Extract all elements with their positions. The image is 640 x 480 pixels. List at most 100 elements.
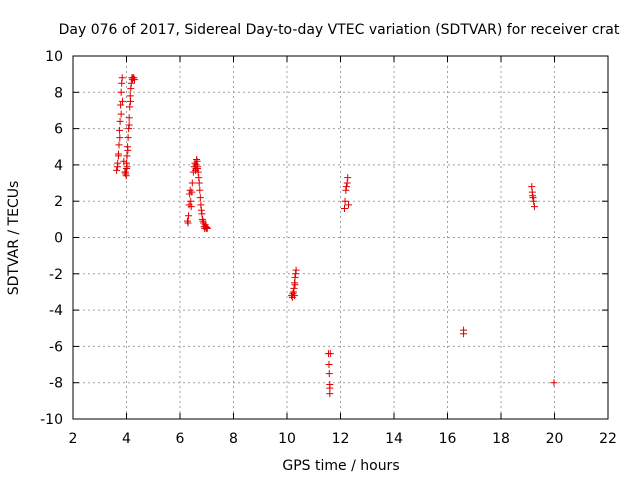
data-point [326,350,334,358]
data-point [341,197,349,205]
data-point [193,165,201,173]
data-point [290,284,298,292]
data-point [188,179,196,187]
data-point [123,152,131,160]
data-point [118,79,126,87]
data-point [188,188,196,196]
data-point [290,292,298,300]
data-point [292,266,300,274]
y-tick-label: 8 [54,85,63,101]
data-point [530,197,538,205]
data-point [125,114,133,122]
y-tick-label: -10 [40,412,63,428]
data-point [124,146,132,154]
data-point [195,179,203,187]
data-point [344,174,352,182]
data-point [186,186,194,194]
data-point [200,219,208,227]
data-point [342,183,350,191]
data-point [341,204,349,212]
data-point [123,163,131,171]
y-tick-label: -4 [49,303,63,319]
data-point [197,201,205,209]
data-point [203,224,211,232]
data-point [118,97,126,105]
data-point [113,163,121,171]
data-point [117,110,125,118]
data-point [127,85,135,93]
data-point [197,206,205,214]
data-point [117,101,125,109]
data-point [199,217,207,225]
x-tick-label: 20 [546,431,564,447]
data-point [127,97,135,105]
x-tick-label: 22 [599,431,617,447]
data-point [187,197,195,205]
x-tick-label: 2 [69,431,78,447]
data-point [529,192,537,200]
data-point [115,141,123,149]
data-point [530,203,538,211]
data-point [183,217,191,225]
y-axis-label: SDTVAR / TECUs [6,181,22,296]
data-point [122,172,130,180]
y-tick-label: 6 [54,122,63,138]
data-point [113,166,121,174]
data-point [291,281,299,289]
data-point [194,168,202,176]
x-tick-label: 6 [176,431,185,447]
plot-area [72,55,609,420]
data-point [196,186,204,194]
data-point [460,330,468,338]
y-tick-label: 0 [54,231,63,247]
data-point [198,210,206,218]
data-point [121,168,129,176]
y-tick-label: -2 [49,267,63,283]
data-point [123,159,130,167]
data-point [114,150,122,158]
data-point [125,121,133,129]
x-tick-label: 4 [122,431,131,447]
data-point [289,288,297,296]
data-point [127,79,135,87]
data-point [325,370,333,378]
x-tick-label: 12 [332,431,350,447]
data-point [528,183,536,191]
ticks: 2 4 6 8 10 12 14 16 18 20 22 -10 -8 -6 -4 -2 0 2 4 6 8 10 [40,49,617,447]
data-point [125,125,133,133]
data-point [193,155,201,163]
data-point [196,194,204,202]
data-point [292,270,300,278]
data-point [198,215,206,223]
data-point [192,161,200,169]
x-tick-label: 14 [385,431,403,447]
y-tick-label: -8 [49,376,63,392]
chart-title: Day 076 of 2017, Sidereal Day-to-day VTE… [59,22,620,38]
grid [73,56,608,419]
data-point [126,103,134,111]
data-point [124,134,132,142]
data-point [117,88,125,96]
x-tick-label: 18 [492,431,510,447]
x-tick-label: 8 [229,431,238,447]
data-point [326,384,334,392]
data-point [203,224,211,232]
data-point [118,74,126,82]
data-point [131,76,139,84]
data-point [529,194,537,202]
data-point [193,157,201,165]
data-points [113,74,558,398]
data-point [202,223,210,231]
data-point [116,126,124,134]
data-point [343,179,351,187]
data-point [342,186,350,194]
data-point [325,361,333,369]
y-tick-label: 4 [54,158,63,174]
data-point [187,203,195,211]
y-tick-label: 2 [54,194,63,210]
data-point [185,212,193,220]
data-point [345,201,353,209]
data-point [130,74,138,82]
y-tick-label: -6 [49,339,63,355]
